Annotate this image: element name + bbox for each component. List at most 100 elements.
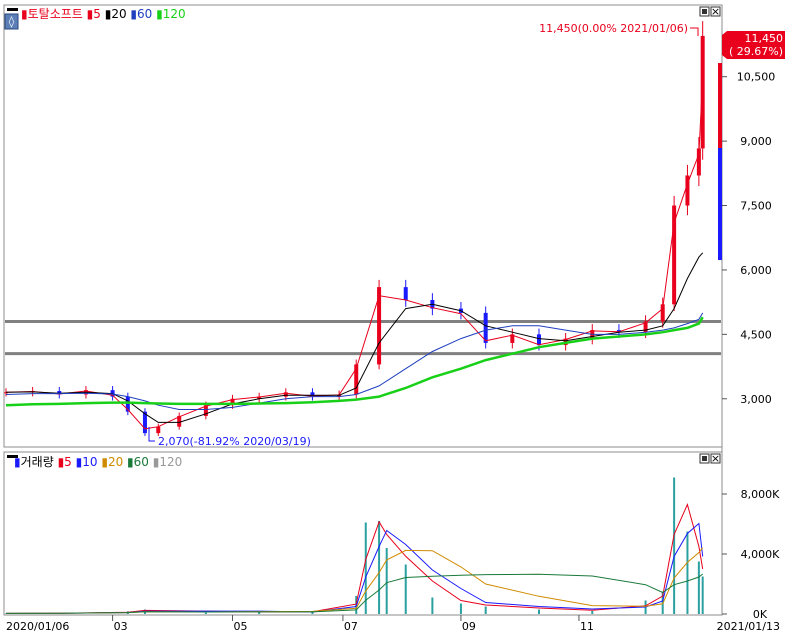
candle-body: [685, 175, 690, 206]
candle-body: [125, 396, 130, 412]
candle-body: [156, 426, 161, 434]
volume-bar: [5, 613, 7, 614]
low-price-annotation: 2,070(-81.92% 2020/03/19): [158, 435, 311, 448]
current-price-tag: [722, 31, 785, 59]
svg-text:×: ×: [711, 452, 720, 465]
x-tick-label: 2020/01/06: [6, 620, 69, 633]
candle-body: [483, 312, 488, 343]
vol-legend-10: 10: [82, 455, 97, 469]
price-tick-label: 3,000: [740, 393, 772, 406]
x-tick-label: 03: [114, 620, 128, 633]
candle-body: [177, 415, 182, 427]
volume-bar: [484, 606, 487, 614]
price-legend: ▮토탈소프트 ▮5 ▮20 ▮60 ▮120: [21, 7, 186, 21]
price-tick-label: 4,500: [740, 328, 772, 341]
legend-60: 60: [137, 7, 152, 21]
volume-bar: [311, 612, 314, 614]
candle-body: [310, 392, 315, 397]
candle-body: [283, 392, 288, 397]
vol-legend-120: 120: [159, 455, 182, 469]
x-tick-label: 09: [462, 620, 476, 633]
volume-tick-label: 4,000K: [741, 548, 780, 561]
x-tick-label: 11: [580, 620, 594, 633]
high-price-leader: [690, 27, 699, 36]
high-price-annotation: 11,450(0.00% 2021/01/06): [539, 22, 688, 35]
price-tick-label: 6,000: [740, 264, 772, 277]
ma-line-120: [5, 316, 704, 407]
panel-settings-icon[interactable]: [4, 13, 19, 30]
volume-bar: [385, 548, 388, 614]
volume-bar: [258, 611, 261, 614]
volume-legend: ▮거래량 ▮5 ▮10 ▮20 ▮60 ▮120: [14, 455, 182, 469]
candle-body: [643, 321, 648, 333]
volume-tick-label: 0K: [753, 608, 768, 621]
volume-bar: [673, 477, 676, 614]
volume-ma-line: [5, 573, 704, 614]
volume-bar: [591, 611, 594, 614]
candle-body: [660, 304, 665, 322]
volume-average-lines: [5, 503, 704, 614]
price-tick-label: 7,500: [740, 200, 772, 213]
support-resistance-lines: [5, 319, 721, 356]
volume-bar: [404, 564, 407, 614]
candle-body: [536, 334, 541, 346]
volume-handle-icon[interactable]: [7, 455, 18, 458]
legend-5: 5: [93, 7, 101, 21]
volume-bar: [459, 603, 462, 614]
candle-body: [354, 364, 359, 395]
volume-ma-legend: ▮5 ▮10 ▮20 ▮60 ▮120: [58, 455, 183, 469]
price-range-bar-down: [718, 148, 722, 260]
grid-layer: [722, 76, 727, 615]
candle-body: [257, 396, 262, 399]
vol-legend-60: 60: [134, 455, 149, 469]
candle-body: [403, 287, 408, 300]
candle-body: [510, 334, 515, 343]
candle-body: [4, 392, 8, 394]
y-tick-labels: 3,000 4,500 6,000 7,500 9,000 10,500 0K 4,000K 8…: [737, 71, 780, 621]
volume-bar: [697, 561, 700, 614]
candle-body: [616, 330, 621, 333]
ma-line-60: [5, 312, 704, 410]
current-change: ( 29.67%): [729, 45, 783, 58]
volume-panel-close-icon[interactable]: [710, 453, 721, 464]
low-price-leader: [148, 427, 155, 442]
vol-legend-20: 20: [108, 455, 123, 469]
legend-120: 120: [163, 7, 186, 21]
candle-body: [700, 35, 705, 149]
volume-bar: [686, 531, 689, 614]
stock-title: 토탈소프트: [28, 7, 83, 21]
x-tick-label: 05: [234, 620, 248, 633]
volume-bar: [378, 521, 381, 614]
x-tick-label: 2021/01/13: [717, 620, 780, 633]
volume-bar: [204, 612, 207, 614]
settings-glyph: ◊: [9, 15, 15, 28]
price-range-bar-up: [718, 63, 722, 148]
candle-body: [696, 148, 701, 176]
x-tick-label: 07: [344, 620, 358, 633]
volume-ma-line: [5, 522, 704, 614]
candle-body: [672, 205, 677, 305]
current-price: 11,450: [745, 32, 784, 45]
vol-legend-5: 5: [64, 455, 72, 469]
volume-bar: [701, 576, 704, 614]
ma-line-5: [5, 76, 704, 430]
price-ma-legend: ▮5 ▮20 ▮60 ▮120: [87, 7, 186, 21]
volume-tick-label: 8,000K: [741, 488, 780, 501]
moving-average-lines: [5, 76, 704, 430]
price-panel-close-icon[interactable]: [710, 6, 721, 17]
candle-body: [142, 411, 147, 434]
volume-bar: [431, 597, 434, 614]
price-tick-label: 9,000: [740, 135, 772, 148]
volume-bar: [537, 609, 540, 614]
panel-handle-icon[interactable]: [7, 8, 18, 11]
price-tick-label: 10,500: [737, 71, 776, 84]
candle-body: [377, 287, 382, 365]
x-tick-labels: 2020/01/06 03 05 07 09 11 2021/01/13: [6, 615, 780, 633]
legend-20: 20: [111, 7, 126, 21]
candlestick-series: [4, 21, 705, 436]
volume-bar: [364, 522, 367, 614]
volume-title: 거래량: [21, 455, 54, 469]
candle-body: [203, 405, 208, 416]
